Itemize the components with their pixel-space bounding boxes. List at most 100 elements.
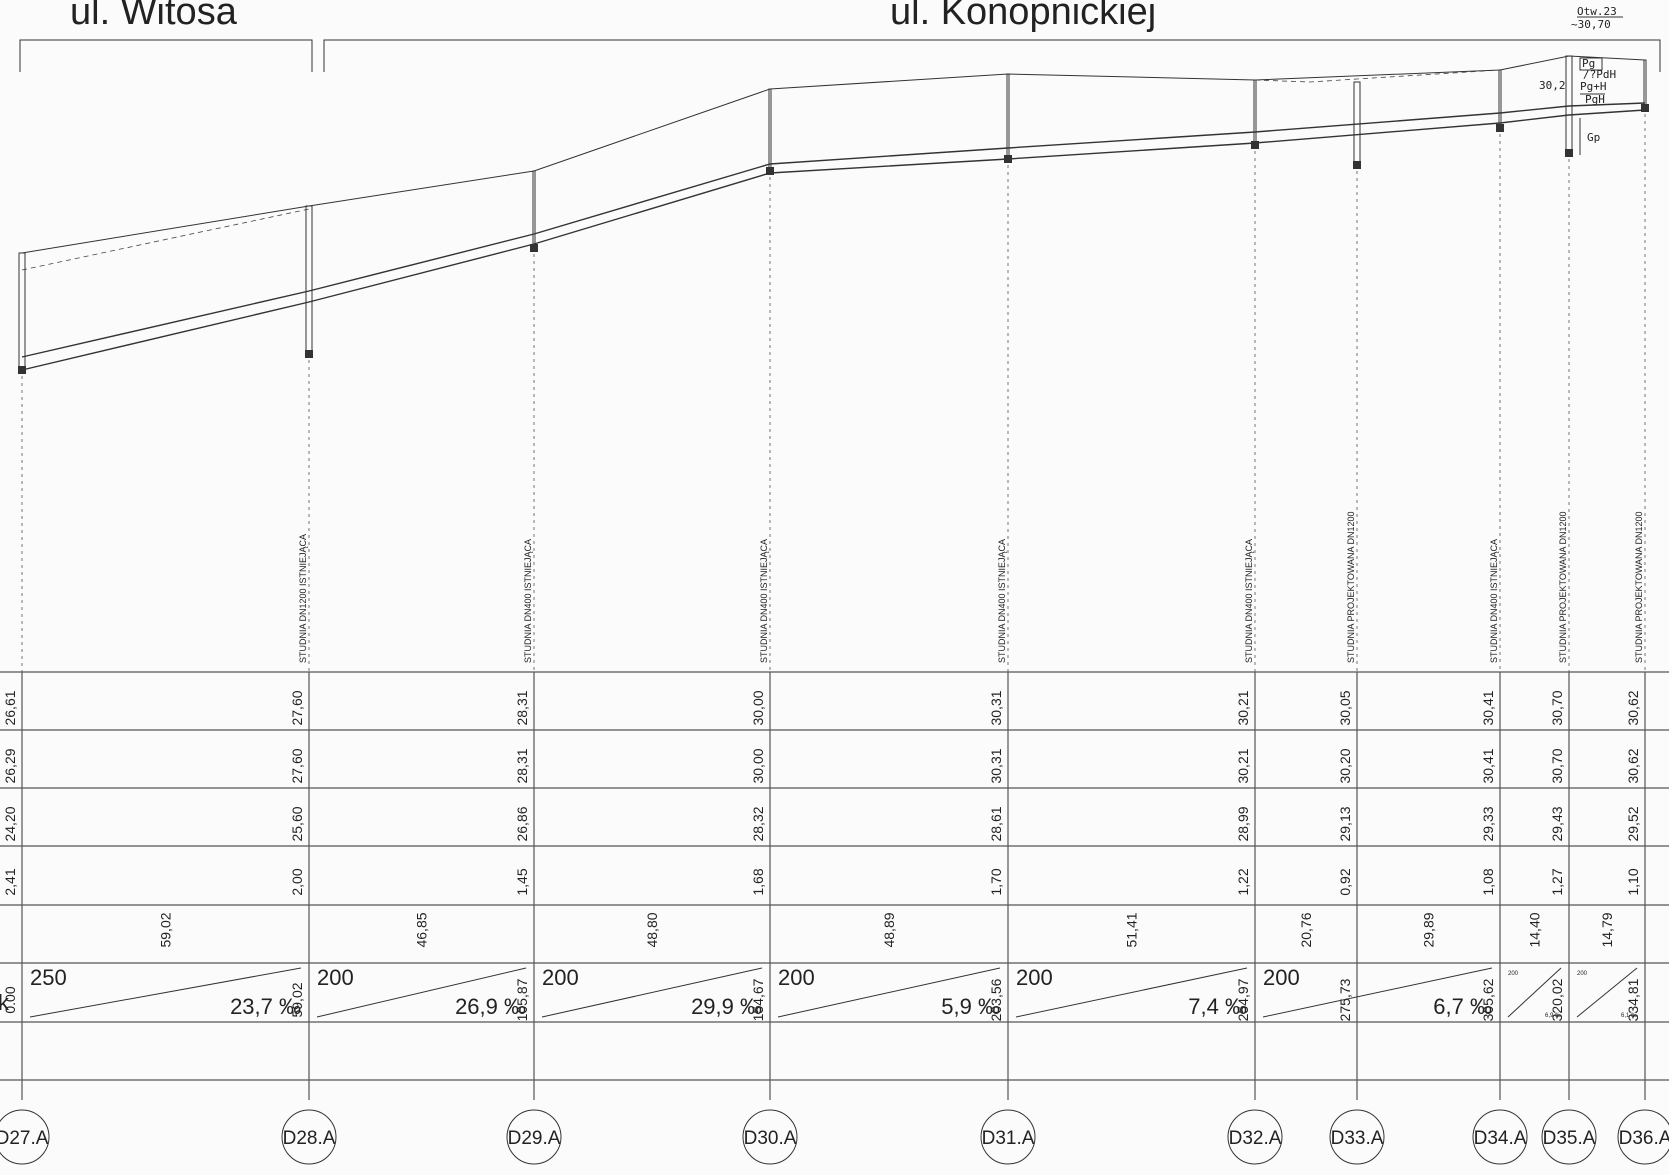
pipe-span: 200 29,9 ‰ bbox=[541, 965, 763, 1019]
cell-station: 334,81 bbox=[1625, 978, 1641, 1021]
pipe-slope: 6,7 ‰ bbox=[1433, 994, 1492, 1019]
slope-diagonal bbox=[1015, 967, 1248, 1018]
cell-r2: 30,41 bbox=[1480, 748, 1496, 783]
cell-r3: 29,52 bbox=[1625, 806, 1641, 841]
well-label: D31.A bbox=[980, 1109, 1036, 1165]
pipe-span: 200 5,9 ‰ bbox=[777, 965, 1001, 1019]
cell-station: 59,02 bbox=[289, 982, 305, 1017]
pipe-slope: 26,9 ‰ bbox=[455, 994, 526, 1019]
cell-station: 320,02 bbox=[1549, 978, 1565, 1021]
well-D33.A: STUDNIA PROJEKTOWANA DN1200 bbox=[1346, 81, 1361, 1100]
cell-r3: 29,33 bbox=[1480, 806, 1496, 841]
distance-value: 20,76 bbox=[1298, 912, 1314, 947]
pipe-diameter: 200 bbox=[317, 965, 354, 990]
well-label: D27.A bbox=[0, 1109, 50, 1165]
well-description: STUDNIA DN400 ISTNIEJĄCA bbox=[1244, 539, 1254, 663]
well-label: D33.A bbox=[1329, 1109, 1385, 1165]
distance-value: 48,89 bbox=[881, 912, 897, 947]
well-id: D27.A bbox=[0, 1128, 49, 1149]
cell-r1: 30,31 bbox=[988, 690, 1004, 725]
cell-r3: 29,43 bbox=[1549, 806, 1565, 841]
corner-note-top: Otw.23 bbox=[1577, 5, 1617, 18]
legend-item: PgH bbox=[1585, 93, 1605, 106]
well-description: STUDNIA DN400 ISTNIEJĄCA bbox=[523, 539, 533, 663]
well-D34.A: STUDNIA DN400 ISTNIEJĄCA bbox=[1489, 69, 1504, 1100]
well-id: D31.A bbox=[982, 1128, 1035, 1149]
cell-r3: 29,13 bbox=[1337, 806, 1353, 841]
well-description: STUDNIA DN400 ISTNIEJĄCA bbox=[997, 539, 1007, 663]
well-description: STUDNIA DN1200 ISTNIEJĄCA bbox=[298, 534, 308, 663]
distance-value: 29,89 bbox=[1421, 912, 1437, 947]
well-shaft bbox=[532, 170, 536, 251]
well-label: D36.A bbox=[1617, 1109, 1669, 1165]
cell-r2: 26,29 bbox=[2, 748, 18, 783]
pipe-slope: 29,9 ‰ bbox=[691, 994, 762, 1019]
well-label: D28.A bbox=[281, 1109, 337, 1165]
cell-r2: 30,00 bbox=[750, 748, 766, 783]
well-bottom bbox=[1004, 155, 1012, 163]
legend-item: Pg bbox=[1582, 57, 1595, 70]
pipe-slope: 23,7 ‰ bbox=[230, 994, 301, 1019]
well-id: D34.A bbox=[1474, 1128, 1527, 1149]
cell-r3: 28,61 bbox=[988, 806, 1004, 841]
slope-diagonal bbox=[541, 967, 763, 1018]
legend-value: 30,2 bbox=[1539, 79, 1566, 92]
cell-station: 0.00 bbox=[2, 986, 18, 1013]
slope-diagonal bbox=[29, 967, 302, 1018]
well-bottom bbox=[530, 244, 538, 252]
pipe-diameter: 200 bbox=[1508, 971, 1519, 977]
well-description: STUDNIA PROJEKTOWANA DN1200 bbox=[1346, 511, 1356, 663]
well-id: D36.A bbox=[1619, 1128, 1669, 1149]
cell-r4: 1,10 bbox=[1625, 868, 1641, 895]
well-bottom bbox=[766, 167, 774, 175]
pipe-diameter: 200 bbox=[1577, 971, 1588, 977]
cell-r3: 25,60 bbox=[289, 806, 305, 841]
cell-r2: 27,60 bbox=[289, 748, 305, 783]
distance-value: 14,40 bbox=[1527, 912, 1543, 947]
well-label: D34.A bbox=[1472, 1109, 1528, 1165]
well-D32.A: STUDNIA DN400 ISTNIEJĄCA bbox=[1244, 79, 1259, 1100]
well-label: D29.A bbox=[506, 1109, 562, 1165]
cell-r3: 26,86 bbox=[514, 806, 530, 841]
cell-r2: 30,31 bbox=[988, 748, 1004, 783]
cell-r1: 30,70 bbox=[1549, 690, 1565, 725]
cell-r4: 2,00 bbox=[289, 868, 305, 895]
legend-annotation: 30,2 Pg /?PdH Pg+H PgH Gp bbox=[1539, 57, 1616, 155]
cell-r4: 1,08 bbox=[1480, 868, 1496, 895]
well-shaft bbox=[18, 252, 26, 373]
well-bottom bbox=[1496, 124, 1504, 132]
pipe-span: 200 26,9 ‰ bbox=[316, 965, 527, 1019]
well-bottom bbox=[1353, 161, 1361, 169]
cell-r1: 30,21 bbox=[1235, 690, 1251, 725]
edge-letter: k bbox=[0, 990, 10, 1015]
well-bottom bbox=[18, 366, 26, 374]
cell-r3: 28,99 bbox=[1235, 806, 1251, 841]
cell-r1: 30,41 bbox=[1480, 690, 1496, 725]
wells-layer: STUDNIA DN1200 ISTNIEJĄCA STUDNIA DN400 I… bbox=[18, 55, 1649, 1100]
pipe-span: 200 7,4 ‰ bbox=[1015, 965, 1248, 1019]
design-terrain-line bbox=[21, 208, 310, 271]
pipe-slope: 7,4 ‰ bbox=[1188, 994, 1247, 1019]
well-D35.A: STUDNIA PROJEKTOWANA DN1200 bbox=[1558, 55, 1573, 1100]
profile-lines bbox=[21, 55, 1646, 371]
slope-diagonal bbox=[1262, 967, 1493, 1018]
well-D28.A: STUDNIA DN1200 ISTNIEJĄCA bbox=[298, 205, 313, 1100]
cell-station: 203,56 bbox=[988, 978, 1004, 1021]
well-bottom bbox=[1641, 104, 1649, 112]
cell-r4: 1,22 bbox=[1235, 868, 1251, 895]
well-bottom bbox=[1565, 149, 1573, 157]
street-brackets bbox=[19, 39, 1661, 72]
pipe-diameter: 200 bbox=[1263, 965, 1300, 990]
cell-r2: 30,70 bbox=[1549, 748, 1565, 783]
cell-r1: 30,62 bbox=[1625, 690, 1641, 725]
cell-station: 254,97 bbox=[1235, 978, 1251, 1021]
distance-value: 48,80 bbox=[644, 912, 660, 947]
cell-r4: 1,68 bbox=[750, 868, 766, 895]
pipe-slope: 5,9 ‰ bbox=[941, 994, 1000, 1019]
cell-station: 105,87 bbox=[514, 978, 530, 1021]
cell-r2: 30,62 bbox=[1625, 748, 1641, 783]
cell-r2: 30,21 bbox=[1235, 748, 1251, 783]
corner-note-bottom: ~30,70 bbox=[1571, 18, 1611, 31]
cell-r1: 27,60 bbox=[289, 690, 305, 725]
